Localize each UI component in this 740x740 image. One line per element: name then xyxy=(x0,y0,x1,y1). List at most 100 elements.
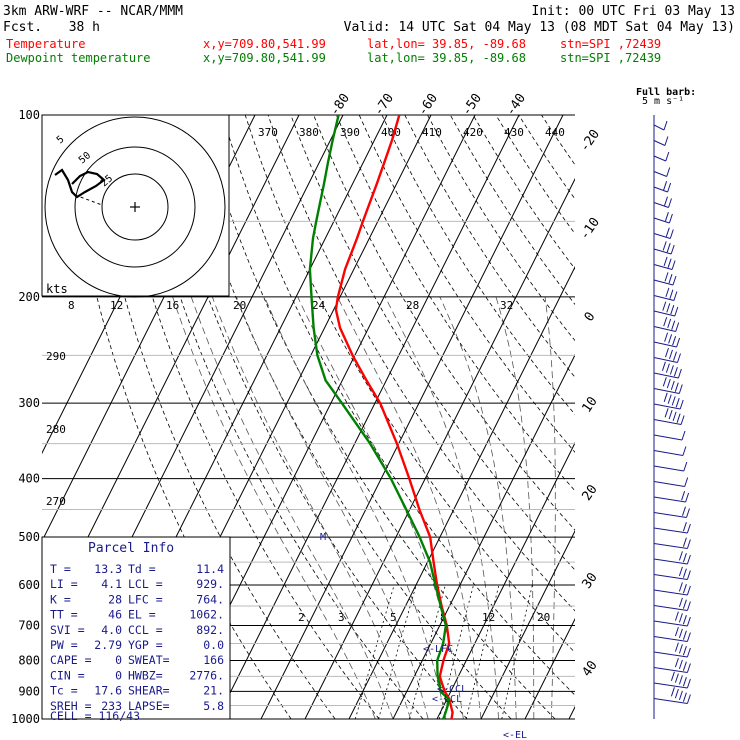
wind-barb-feather xyxy=(673,351,677,361)
wind-barb-feather xyxy=(682,599,687,609)
moist-adiabat-28 xyxy=(439,296,517,719)
parcel-value-right-4: 892. xyxy=(196,623,224,637)
wind-barb xyxy=(653,537,691,549)
wind-barb-feather xyxy=(664,196,668,206)
legend-temperature-coords: x,y=709.80,541.99 xyxy=(203,37,326,51)
moist-adiabat-36 xyxy=(544,296,556,719)
wind-barb-feather xyxy=(686,523,691,534)
wind-barb-feather xyxy=(678,644,683,654)
mixing-label-upper-12: 12 xyxy=(110,299,123,312)
parcel-value-left-6: 0 xyxy=(115,653,122,667)
wind-barb-feather xyxy=(665,151,670,162)
mixing-label-upper-28: 28 xyxy=(406,299,419,312)
wind-barb-staff xyxy=(653,171,667,177)
wind-barb-feather xyxy=(678,551,683,561)
legend-temperature-station: stn=SPI ,72439 xyxy=(560,37,661,51)
wind-barb-staff xyxy=(653,667,688,673)
isotherm-label--20: -20 xyxy=(577,127,603,155)
moist-adiabat-8 xyxy=(236,296,429,719)
pressure-label-400: 400 xyxy=(18,472,40,486)
pressure-label-800: 800 xyxy=(18,653,40,667)
parcel-key-right-5: YGP = xyxy=(128,638,163,652)
wind-barb-feather xyxy=(666,303,671,313)
wind-barb-feather xyxy=(686,554,691,565)
wind-barb xyxy=(653,582,691,596)
wind-barb-feather xyxy=(686,678,691,689)
parcel-info-title: Parcel Info xyxy=(88,541,174,556)
wind-barb-feather xyxy=(682,615,687,625)
pressure-label-100: 100 xyxy=(18,108,40,122)
parcel-key-left-5: PW = xyxy=(50,638,78,652)
wind-barb-feather xyxy=(670,305,675,315)
wind-barb-staff xyxy=(653,636,688,642)
wind-barb-feather xyxy=(685,492,690,503)
wind-barb-feather xyxy=(664,272,669,282)
parcel-value-right-8: 21. xyxy=(203,684,224,698)
parcel-value-right-2: 764. xyxy=(196,592,224,606)
wind-barb-feather xyxy=(664,408,669,418)
hodograph-ring-label-1: 5 xyxy=(55,134,67,146)
wind-barb-feather xyxy=(666,167,671,177)
parcel-value-right-7: 2776. xyxy=(189,668,224,682)
wind-barb-staff xyxy=(653,698,688,704)
wind-barb-feather xyxy=(686,647,691,658)
parcel-key-right-6: SWEAT= xyxy=(128,653,170,667)
parcel-info-frame xyxy=(41,536,231,720)
wind-barb-feather xyxy=(669,289,674,299)
parcel-key-left-8: Tc = xyxy=(50,684,78,698)
wind-barbs xyxy=(653,120,691,704)
mark-m: M xyxy=(320,532,326,543)
wind-barb-feather xyxy=(675,398,680,408)
level-markers: M <-LFC <-CCL <-LCL <-EL xyxy=(320,532,527,740)
wind-barb xyxy=(653,272,677,286)
hodograph-storm-motion xyxy=(74,194,103,206)
parcel-key-right-4: CCL = xyxy=(128,623,163,637)
wind-barb-feather xyxy=(672,275,677,286)
parcel-cell: CELL = 116/43 xyxy=(50,709,140,723)
parcel-value-left-9: 233 xyxy=(101,699,122,713)
wind-barb-feather xyxy=(674,306,679,317)
dry-adiabat-440 xyxy=(495,115,575,235)
wind-barb-feather xyxy=(667,394,672,404)
parcel-key-right-9: LAPSE= xyxy=(128,699,170,713)
dry-adiabat-400 xyxy=(404,115,575,378)
wind-barb-feather xyxy=(682,537,687,547)
wind-barb-feather xyxy=(674,626,679,637)
init-time: Init: 00 UTC Fri 03 May 13 xyxy=(532,4,736,19)
parcel-key-right-8: SHEAR= xyxy=(128,684,170,698)
wind-barb-feather xyxy=(680,415,685,425)
parcel-key-left-7: CIN = xyxy=(50,668,85,682)
wind-barb xyxy=(653,522,691,534)
wind-barb-staff xyxy=(653,574,688,580)
theta-label-top-400: 400 xyxy=(381,126,401,139)
wind-barb-staff xyxy=(653,558,688,565)
wind-barb xyxy=(653,287,678,301)
dry-adiabat-430 xyxy=(472,115,575,270)
wind-barb-feather xyxy=(663,120,668,131)
wind-barb-feather xyxy=(674,382,679,392)
parcel-key-left-9: SREH = xyxy=(50,699,92,713)
wind-barb xyxy=(653,167,671,177)
wind-barb xyxy=(653,361,682,379)
wind-barb-staff xyxy=(653,341,677,348)
wind-barb-staff xyxy=(653,140,666,146)
wind-barb-staff xyxy=(653,651,688,658)
wind-barb-feather xyxy=(682,522,687,532)
wind-barb-feather xyxy=(678,582,683,592)
isotherm-30 xyxy=(524,617,575,719)
parcel-value-left-0: 13.3 xyxy=(94,562,122,576)
hodograph-ring-3 xyxy=(44,116,226,298)
mixing-label-upper-8: 8 xyxy=(68,299,75,312)
hodograph-units: kts xyxy=(46,282,68,296)
legend-dewpoint-coords: x,y=709.80,541.99 xyxy=(203,51,326,65)
parcel-value-right-0: 11.4 xyxy=(196,562,224,576)
wind-barb xyxy=(653,227,674,239)
parcel-key-left-3: TT = xyxy=(50,608,78,622)
wind-barb-feather xyxy=(673,367,678,377)
wind-barb-staff xyxy=(653,605,688,611)
wind-barb-feather xyxy=(686,663,691,673)
theta-label-top-390: 390 xyxy=(340,126,360,139)
isotherm-label-10: 10 xyxy=(579,394,600,415)
wind-barb-feather xyxy=(665,227,670,237)
mixing-label-upper-24: 24 xyxy=(312,299,326,312)
